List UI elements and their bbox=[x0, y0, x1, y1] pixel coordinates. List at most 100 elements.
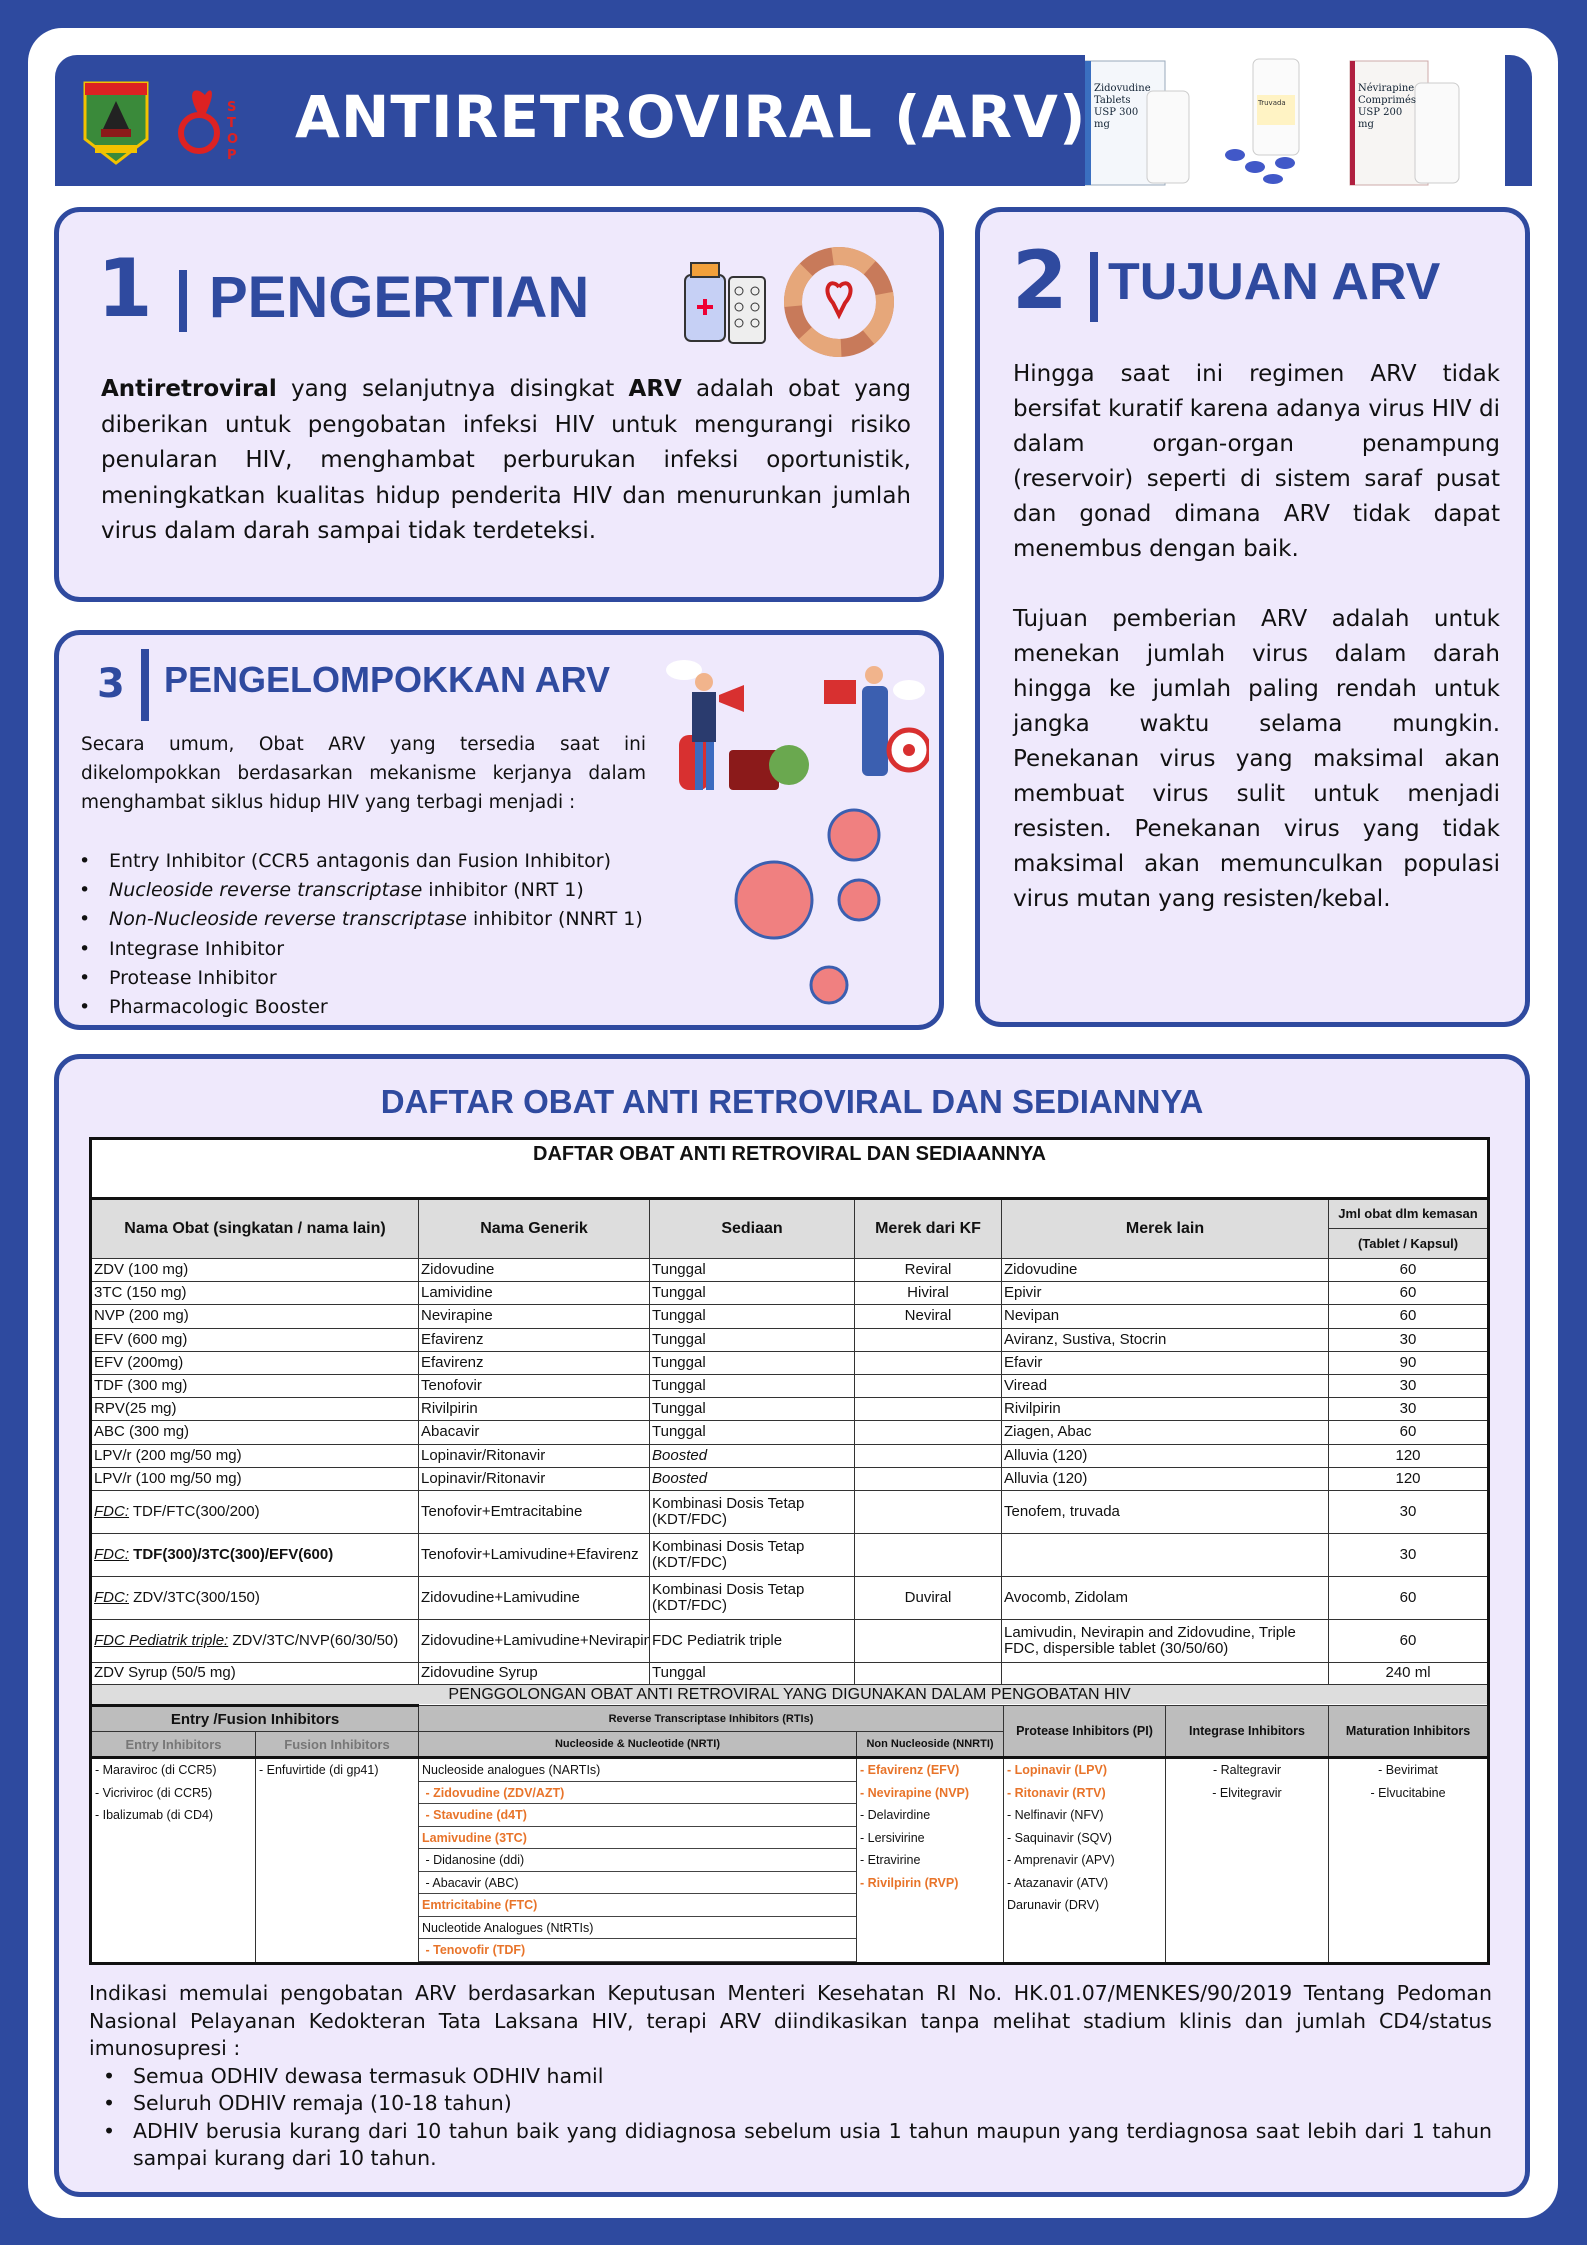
product-label-zidovudine: Zidovudine Tablets USP 300 mg bbox=[1094, 83, 1151, 130]
column-header: Merek lain bbox=[1001, 1198, 1329, 1259]
purpose-paragraph-2: Tujuan pemberian ARV adalah untuk meneka… bbox=[1013, 606, 1500, 912]
cell-sediaan: Boosted bbox=[649, 1466, 855, 1491]
section-number: 2 bbox=[1012, 234, 1068, 327]
term-arv: ARV bbox=[628, 376, 682, 402]
stop-hiv-aids-logo: S T O P bbox=[178, 90, 238, 163]
drug-item: Nucleotide Analogues (NtRTIs) bbox=[419, 1917, 856, 1939]
product-label-nevirapine: Névirapine Comprimés USP 200 mg bbox=[1358, 83, 1417, 130]
table-title: DAFTAR OBAT ANTI RETROVIRAL DAN SEDIAANN… bbox=[89, 1138, 1490, 1200]
column-header-entry: Entry Inhibitors bbox=[90, 1731, 256, 1758]
list-item-text: inhibitor (NRT 1) bbox=[422, 879, 584, 902]
section-number: 1 bbox=[97, 242, 153, 335]
cell-generic-name: Zidovudine bbox=[418, 1257, 650, 1283]
arv-drug-list-table: DAFTAR OBAT ANTI RETROVIRAL DAN SEDIAANN… bbox=[89, 1137, 1491, 1688]
table-row: FDC: TDF/FTC(300/200) Tenofovir+Emtracita… bbox=[90, 1489, 1490, 1534]
cell-other-brand: Ziagen, Abac bbox=[1001, 1420, 1329, 1445]
cell-sediaan: Tunggal bbox=[649, 1327, 855, 1352]
cell-sediaan: Tunggal bbox=[649, 1373, 855, 1399]
fdc-prefix: FDC: bbox=[94, 1545, 129, 1563]
cell-kf-brand bbox=[854, 1350, 1002, 1375]
cell-other-brand: Epivir bbox=[1001, 1281, 1329, 1306]
list-item-text: Protease Inhibitor bbox=[109, 966, 277, 989]
cell-drug-name: FDC: ZDV/3TC(300/150) bbox=[90, 1575, 419, 1620]
grouping-intro: Secara umum, Obat ARV yang tersedia saat… bbox=[81, 734, 646, 813]
drug-item: - Vicriviroc (di CCR5) bbox=[95, 1785, 213, 1800]
cell-generic-name: Nevirapine bbox=[418, 1304, 650, 1329]
section-title: PENGERTIAN bbox=[209, 265, 590, 330]
cell-generic-name: Rivilpirin bbox=[418, 1397, 650, 1422]
drug-item: Lamivudine (3TC) bbox=[419, 1827, 856, 1849]
cell-drug-name: ABC (300 mg) bbox=[90, 1420, 419, 1445]
table-row: ZDV Syrup (50/5 mg) Zidovudine Syrup Tungg… bbox=[90, 1661, 1490, 1687]
product-label-truvada: Truvada bbox=[1258, 99, 1286, 107]
definition-text: Antiretroviral yang selanjutnya disingka… bbox=[101, 372, 911, 550]
drug-item: - Delavirdine bbox=[860, 1808, 931, 1822]
drug-item: - Didanosine (ddi) bbox=[419, 1849, 856, 1872]
section-tujuan-arv: 2 TUJUAN ARV Hingga saat ini regimen ARV… bbox=[975, 207, 1530, 1027]
column-header-pi: Protease Inhibitors (PI) bbox=[1003, 1705, 1166, 1758]
cell-sediaan: Kombinasi Dosis Tetap (KDT/FDC) bbox=[649, 1575, 855, 1620]
drug-item: - Lopinavir (LPV) bbox=[1007, 1763, 1107, 1777]
medicine-and-hands-illustration bbox=[684, 247, 894, 357]
column-header: Merek dari KF bbox=[854, 1198, 1002, 1259]
cell-drug-name: 3TC (150 mg) bbox=[90, 1281, 419, 1306]
cell-quantity: 30 bbox=[1327, 1373, 1490, 1399]
cell-generic-name: Efavirenz bbox=[418, 1350, 650, 1375]
cell-kf-brand: Duviral bbox=[854, 1575, 1002, 1620]
svg-text:O: O bbox=[227, 132, 238, 147]
cell-quantity: 30 bbox=[1327, 1489, 1490, 1534]
cell-kf-brand bbox=[854, 1443, 1002, 1468]
cell-generic-name: Efavirenz bbox=[418, 1327, 650, 1352]
maturation-cell: - Bevirimat - Elvucitabine bbox=[1327, 1757, 1490, 1964]
cell-quantity: 60 bbox=[1327, 1257, 1490, 1283]
table-row: FDC: ZDV/3TC(300/150) Zidovudine+Lamivudi… bbox=[90, 1575, 1490, 1620]
drug-name: ZDV (100 mg) bbox=[94, 1261, 189, 1279]
fdc-prefix: FDC Pediatrik triple: bbox=[94, 1631, 229, 1649]
list-item-italic: Non-Nucleoside reverse transcriptase bbox=[109, 908, 467, 931]
section-title: DAFTAR OBAT ANTI RETROVIRAL DAN SEDIANNY… bbox=[380, 1083, 1204, 1120]
column-header: Nama Generik bbox=[418, 1198, 650, 1259]
drug-item: - Nelfinavir (NFV) bbox=[1007, 1808, 1104, 1822]
arv-product-photos: Zidovudine Tablets USP 300 mg Truvada Né… bbox=[1085, 55, 1505, 186]
drug-item: - Ibalizumab (di CD4) bbox=[95, 1808, 214, 1822]
cell-drug-name: FDC: TDF(300)/3TC(300)/EFV(600) bbox=[90, 1532, 419, 1577]
poster-title: ANTIRETROVIRAL (ARV) bbox=[295, 83, 1087, 151]
list-item-text: Entry Inhibitor (CCR5 antagonis dan Fusi… bbox=[109, 850, 612, 872]
cell-other-brand: Aviranz, Sustiva, Stocrin bbox=[1001, 1327, 1329, 1352]
drug-name: ZDV/3TC/NVP(60/30/50) bbox=[228, 1631, 399, 1649]
column-header-maturation: Maturation Inhibitors bbox=[1327, 1705, 1490, 1758]
drug-name: EFV (200mg) bbox=[94, 1353, 184, 1371]
entry-cell: - Maraviroc (di CCR5) - Vicriviroc (di CC… bbox=[90, 1757, 256, 1964]
indication-item: ADHIV berusia kurang dari 10 tahun baik … bbox=[103, 2118, 1492, 2173]
cell-drug-name: NVP (200 mg) bbox=[90, 1304, 419, 1329]
arv-product-shapes bbox=[1085, 58, 1460, 186]
cell-kf-brand: Neviral bbox=[854, 1304, 1002, 1329]
drug-item: - Tenovofir (TDF) bbox=[419, 1939, 856, 1962]
fdc-prefix: FDC: bbox=[94, 1502, 129, 1520]
svg-text:S: S bbox=[227, 100, 236, 115]
table-row: LPV/r (100 mg/50 mg) Lopinavir/Ritonavir B… bbox=[90, 1466, 1490, 1491]
cell-generic-name: Lopinavir/Ritonavir bbox=[418, 1443, 650, 1468]
drug-item: - Nevirapine (NVP) bbox=[860, 1785, 970, 1800]
cell-kf-brand bbox=[854, 1466, 1002, 1491]
drug-item: - Efavirenz (EFV) bbox=[860, 1763, 960, 1777]
table-row: 3TC (150 mg) Lamividine Tunggal Hiviral Epiv… bbox=[90, 1281, 1490, 1306]
table-row: FDC Pediatrik triple: ZDV/3TC/NVP(60/30/… bbox=[90, 1618, 1490, 1663]
nrti-cell: Nucleoside analogues (NARTIs) - Zidovudi… bbox=[418, 1757, 857, 1964]
cell-sediaan: Boosted bbox=[649, 1443, 855, 1468]
column-header-nnrti: Non Nucleoside (NNRTI) bbox=[856, 1731, 1004, 1758]
cell-sediaan: Tunggal bbox=[649, 1661, 855, 1687]
cell-kf-brand bbox=[854, 1661, 1002, 1687]
drug-item: - Raltegravir bbox=[1212, 1763, 1282, 1777]
cell-drug-name: EFV (200mg) bbox=[90, 1350, 419, 1375]
term-antiretroviral: Antiretroviral bbox=[101, 376, 277, 402]
drug-item: - Abacavir (ABC) bbox=[419, 1872, 856, 1894]
drug-name: 3TC (150 mg) bbox=[94, 1284, 187, 1302]
list-item: Protease Inhibitor bbox=[79, 964, 643, 993]
drug-item: - Atazanavir (ATV) bbox=[1007, 1875, 1109, 1890]
drug-name: LPV/r (100 mg/50 mg) bbox=[94, 1469, 242, 1487]
drug-item: - Zidovudine (ZDV/AZT) bbox=[419, 1782, 856, 1804]
drug-name: TDF (300 mg) bbox=[94, 1377, 188, 1395]
table-row: EFV (600 mg) Efavirenz Tunggal Aviranz, Sus… bbox=[90, 1327, 1490, 1352]
arv-classification-table: PENGGOLONGAN OBAT ANTI RETROVIRAL YANG D… bbox=[89, 1684, 1491, 1965]
